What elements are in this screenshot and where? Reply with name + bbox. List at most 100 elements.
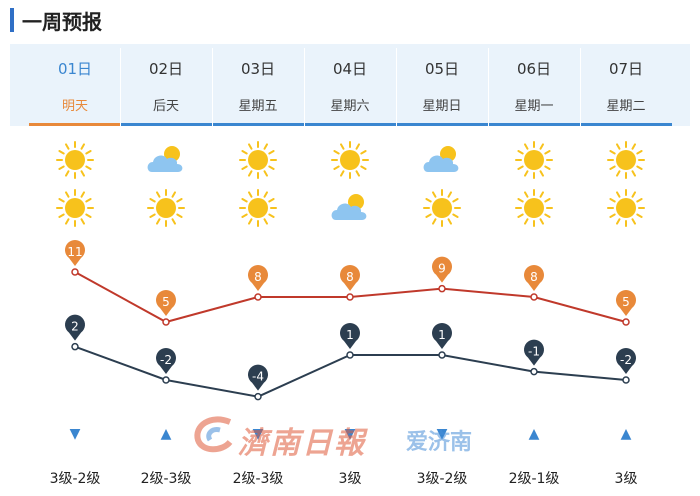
- high-temp-marker: 5: [156, 290, 177, 316]
- sun-icon: [330, 140, 370, 180]
- watermark-swirl-icon: [194, 416, 233, 453]
- sun-icon: [422, 188, 462, 228]
- day-label: 后天: [152, 99, 179, 114]
- wind-up-arrow-icon: ▲: [528, 426, 540, 442]
- day-label: 星期二: [606, 99, 646, 114]
- day-underline: [396, 123, 488, 126]
- day-tab-4[interactable]: 04日 星期六: [304, 44, 396, 126]
- wind-up-arrow-icon: ▲: [160, 426, 172, 442]
- sun-icon: [238, 188, 278, 228]
- marker-pin: [340, 323, 360, 349]
- marker-pin: [524, 265, 545, 292]
- temp-label: -2: [160, 353, 172, 367]
- partly-cloudy-icon: [144, 142, 188, 178]
- temp-label: 8: [530, 270, 538, 284]
- sun-icon: [238, 140, 278, 180]
- day-tab-6[interactable]: 06日星期一: [488, 44, 580, 126]
- watermark-text-secondary: 爱济南: [406, 430, 473, 455]
- day-tab-1[interactable]: 01日明天: [29, 44, 121, 126]
- marker-pin: [616, 290, 636, 316]
- temp-label: -1: [528, 345, 540, 359]
- temp-point: [438, 284, 446, 293]
- temp-point: [622, 376, 630, 384]
- partly-cloudy-icon: [328, 190, 372, 226]
- temp-label: 8: [254, 270, 262, 284]
- day-date: 06日: [516, 60, 552, 78]
- high-temp-marker: 8: [524, 265, 545, 292]
- day-label: 星期日: [422, 99, 462, 114]
- temp-point: [622, 318, 630, 326]
- wind-level: 2级-3级: [232, 471, 284, 487]
- day-separator: [396, 48, 397, 126]
- high-temp-marker: 8: [247, 265, 268, 292]
- day-label: 星期一: [514, 99, 554, 114]
- day-date: 05日: [424, 60, 460, 78]
- wind-down-arrow-icon: ▼: [252, 426, 264, 442]
- partly-cloudy-icon: [420, 142, 464, 178]
- day-underline: [488, 123, 580, 126]
- temp-label: 1: [438, 328, 446, 342]
- temp-point: [346, 351, 354, 359]
- wind-down-arrow-icon: ▼: [69, 426, 81, 442]
- temp-label: -2: [620, 353, 632, 367]
- day-separator: [580, 48, 581, 126]
- day-label: 星期六: [330, 99, 370, 114]
- day-separator: [304, 48, 305, 126]
- wind-up-arrow-icon: ▲: [620, 426, 632, 442]
- day-tab-7[interactable]: 07日星期二: [580, 44, 672, 126]
- temp-label: 2: [71, 320, 79, 334]
- marker-pin: [615, 347, 636, 374]
- sun-icon: [146, 188, 186, 228]
- temp-point: [254, 293, 262, 301]
- day-label: 明天: [61, 99, 88, 114]
- marker-pin: [247, 364, 268, 391]
- temp-label: 11: [67, 245, 82, 259]
- temp-point: [530, 293, 538, 301]
- day-tab-3[interactable]: 03日星期五: [212, 44, 304, 126]
- day-tab-2[interactable]: 02日后天: [120, 44, 212, 126]
- marker-pin: [247, 265, 268, 292]
- page-title: 一周预报: [22, 10, 102, 34]
- day-date: 07日: [608, 60, 644, 78]
- day-label: 星期五: [238, 99, 278, 114]
- high-temp-marker: 9: [432, 256, 453, 283]
- marker-pin: [156, 290, 177, 316]
- temp-point: [162, 318, 170, 326]
- marker-pin: [65, 314, 85, 341]
- day-tab-5[interactable]: 05日星期日: [396, 44, 488, 126]
- temp-point: [254, 392, 262, 401]
- temp-label: 9: [438, 262, 446, 276]
- temp-point: [162, 376, 170, 384]
- low-temp-marker: 1: [340, 323, 360, 349]
- day-date: 02日: [148, 60, 184, 78]
- day-tabs-bar: [10, 44, 690, 126]
- temp-label: 1: [346, 328, 354, 342]
- temp-point: [346, 293, 354, 301]
- sun-icon: [514, 188, 554, 228]
- marker-pin: [432, 323, 453, 349]
- day-underline: [212, 123, 304, 126]
- low-temp-marker: 2: [65, 314, 85, 341]
- sun-icon: [514, 140, 554, 180]
- day-separator: [488, 48, 489, 126]
- day-date: 01日: [57, 60, 93, 78]
- day-underline: [29, 123, 121, 126]
- wind-level: 3级-2级: [416, 471, 468, 487]
- watermark-logo: 濟南日報 爱济南: [190, 412, 520, 462]
- low-temp-marker: -1: [524, 339, 544, 366]
- wind-down-arrow-icon: ▼: [344, 426, 356, 442]
- temp-label: 8: [346, 270, 354, 284]
- low-temp-marker: -2: [156, 347, 177, 374]
- sun-icon: [55, 140, 95, 180]
- wind-level: 2级-1级: [508, 471, 560, 487]
- marker-pin: [65, 240, 85, 267]
- high-temp-marker: 11: [65, 240, 85, 267]
- day-date: 03日: [240, 60, 276, 78]
- temp-point: [530, 367, 538, 376]
- temp-label: 5: [162, 295, 170, 309]
- marker-pin: [156, 347, 177, 374]
- temp-label: 5: [622, 295, 630, 309]
- header-accent-bar: [10, 8, 14, 32]
- day-underline: [120, 123, 212, 126]
